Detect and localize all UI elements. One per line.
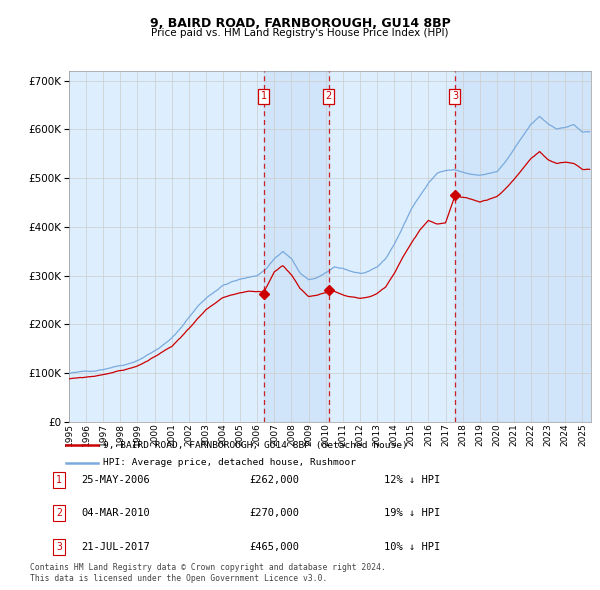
Text: This data is licensed under the Open Government Licence v3.0.: This data is licensed under the Open Gov… <box>30 574 328 583</box>
Text: 1: 1 <box>261 91 267 101</box>
Text: 2: 2 <box>56 509 62 518</box>
Text: 2: 2 <box>326 91 332 101</box>
Text: 12% ↓ HPI: 12% ↓ HPI <box>384 475 440 484</box>
Text: 3: 3 <box>452 91 458 101</box>
Bar <box>264 71 329 422</box>
Text: 10% ↓ HPI: 10% ↓ HPI <box>384 542 440 552</box>
Text: 9, BAIRD ROAD, FARNBOROUGH, GU14 8BP (detached house): 9, BAIRD ROAD, FARNBOROUGH, GU14 8BP (de… <box>103 441 407 450</box>
Text: 25-MAY-2006: 25-MAY-2006 <box>81 475 150 484</box>
Text: 04-MAR-2010: 04-MAR-2010 <box>81 509 150 518</box>
Text: 3: 3 <box>56 542 62 552</box>
Text: 9, BAIRD ROAD, FARNBOROUGH, GU14 8BP: 9, BAIRD ROAD, FARNBOROUGH, GU14 8BP <box>149 17 451 30</box>
Text: Contains HM Land Registry data © Crown copyright and database right 2024.: Contains HM Land Registry data © Crown c… <box>30 563 386 572</box>
Text: £465,000: £465,000 <box>249 542 299 552</box>
Text: Price paid vs. HM Land Registry's House Price Index (HPI): Price paid vs. HM Land Registry's House … <box>151 28 449 38</box>
Text: 1: 1 <box>56 475 62 484</box>
Text: 19% ↓ HPI: 19% ↓ HPI <box>384 509 440 518</box>
Text: £270,000: £270,000 <box>249 509 299 518</box>
Text: HPI: Average price, detached house, Rushmoor: HPI: Average price, detached house, Rush… <box>103 458 356 467</box>
Bar <box>455 71 591 422</box>
Text: 21-JUL-2017: 21-JUL-2017 <box>81 542 150 552</box>
Text: £262,000: £262,000 <box>249 475 299 484</box>
